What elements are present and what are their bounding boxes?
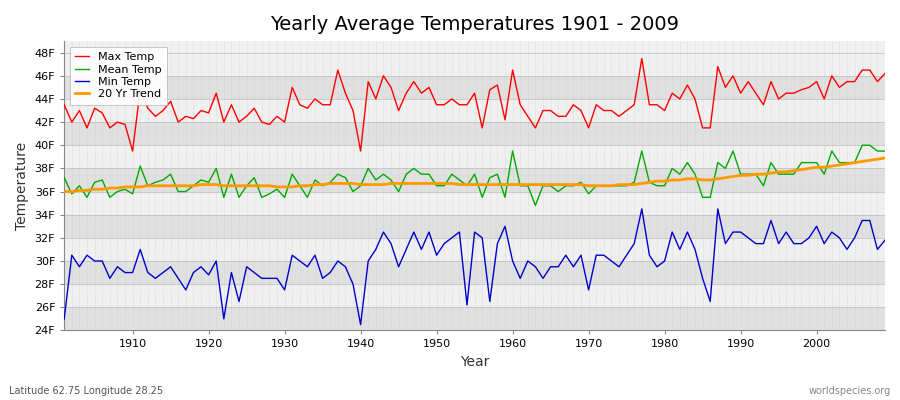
Max Temp [58, 102, 69, 107]
Min Temp [287, 253, 298, 258]
Max Temp [340, 91, 351, 96]
Mean Temp [120, 187, 130, 192]
Text: worldspecies.org: worldspecies.org [809, 386, 891, 396]
20 Yr Trend [598, 183, 609, 188]
Min Temp [58, 316, 69, 321]
Y-axis label: Temperature: Temperature [15, 142, 29, 230]
Bar [64, 307, 885, 330]
Max Temp [120, 122, 130, 127]
Max Temp [508, 68, 518, 72]
Bar [64, 284, 885, 307]
Bar [64, 76, 885, 99]
Min Temp [879, 238, 890, 242]
20 Yr Trend [332, 181, 343, 186]
Mean Temp [332, 172, 343, 176]
Bar [64, 53, 885, 76]
Line: Min Temp: Min Temp [64, 209, 885, 325]
Max Temp [636, 56, 647, 61]
Mean Temp [500, 195, 510, 200]
Mean Temp [508, 149, 518, 154]
Min Temp [332, 258, 343, 263]
Bar [64, 215, 885, 238]
Bar [64, 168, 885, 192]
Line: Max Temp: Max Temp [64, 58, 885, 151]
Max Temp [879, 71, 890, 76]
20 Yr Trend [120, 184, 130, 189]
Min Temp [606, 258, 616, 263]
Max Temp [294, 102, 305, 107]
Bar [64, 99, 885, 122]
Bar [64, 192, 885, 215]
20 Yr Trend [287, 184, 298, 189]
X-axis label: Year: Year [460, 355, 490, 369]
Mean Temp [606, 183, 616, 188]
Mean Temp [879, 149, 890, 154]
Text: Latitude 62.75 Longitude 28.25: Latitude 62.75 Longitude 28.25 [9, 386, 163, 396]
Max Temp [127, 149, 138, 154]
Min Temp [120, 270, 130, 275]
Min Temp [508, 258, 518, 263]
Title: Yearly Average Temperatures 1901 - 2009: Yearly Average Temperatures 1901 - 2009 [270, 15, 680, 34]
Max Temp [515, 102, 526, 107]
Mean Temp [287, 172, 298, 176]
20 Yr Trend [879, 156, 890, 160]
Mean Temp [58, 175, 69, 180]
Min Temp [636, 206, 647, 211]
Bar [64, 261, 885, 284]
Max Temp [606, 108, 616, 113]
20 Yr Trend [508, 182, 518, 187]
Legend: Max Temp, Mean Temp, Min Temp, 20 Yr Trend: Max Temp, Mean Temp, Min Temp, 20 Yr Tre… [70, 47, 166, 105]
20 Yr Trend [500, 182, 510, 187]
Line: 20 Yr Trend: 20 Yr Trend [64, 158, 885, 192]
Line: Mean Temp: Mean Temp [64, 145, 885, 206]
Bar [64, 238, 885, 261]
Min Temp [515, 276, 526, 281]
Bar [64, 145, 885, 168]
Mean Temp [857, 143, 868, 148]
Min Temp [356, 322, 366, 327]
Bar [64, 122, 885, 145]
Mean Temp [530, 203, 541, 208]
20 Yr Trend [58, 189, 69, 194]
